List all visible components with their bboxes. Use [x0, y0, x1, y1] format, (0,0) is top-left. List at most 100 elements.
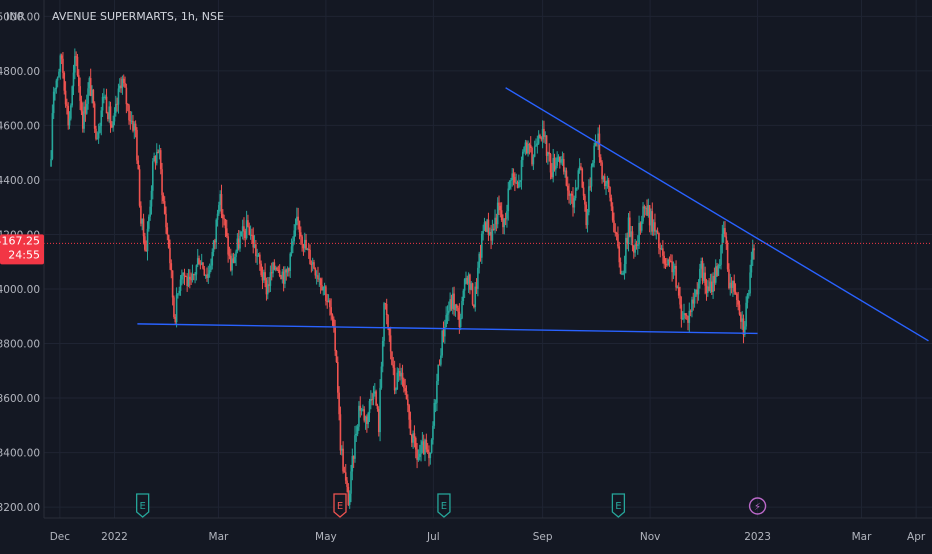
candle-body: [232, 258, 235, 263]
candle-body: [327, 300, 330, 302]
candle-body: [318, 278, 321, 280]
candle-body: [114, 103, 117, 114]
events[interactable]: E E E E ⚡: [136, 493, 767, 518]
candle-body: [118, 85, 121, 89]
y-tick-label: 5000.00: [0, 11, 40, 23]
candle-body: [413, 433, 416, 438]
flash-marker[interactable]: ⚡: [748, 497, 767, 515]
candle-body: [664, 263, 667, 265]
candle-body: [535, 144, 537, 147]
earnings-up-marker[interactable]: E: [136, 493, 150, 518]
candle-body: [266, 284, 269, 295]
candle-body: [104, 96, 107, 98]
candle-body: [458, 311, 461, 328]
candle-body: [454, 304, 457, 310]
candle-body: [728, 269, 730, 289]
candle-body: [55, 80, 58, 89]
candle-body: [190, 279, 192, 281]
candle-body: [272, 262, 274, 274]
candle-body: [186, 276, 188, 287]
candle-body: [212, 240, 215, 252]
candle-body: [395, 389, 397, 391]
candle-body: [524, 142, 527, 148]
candle-body: [642, 206, 644, 222]
candle-body: [438, 364, 441, 366]
candle-body: [194, 274, 196, 276]
candle-body: [276, 267, 278, 270]
candle-body: [418, 453, 421, 457]
candle-body: [408, 405, 410, 420]
candle-body: [294, 224, 297, 231]
candle-body: [301, 236, 303, 245]
earnings-up-marker[interactable]: E: [437, 493, 451, 518]
earnings-icon: E: [337, 501, 343, 512]
candle-body: [683, 313, 685, 319]
candle-body: [142, 218, 145, 237]
candle-body: [198, 258, 200, 265]
candle-body: [329, 300, 331, 308]
x-tick-label: Apr: [907, 531, 926, 543]
candle-body: [521, 151, 524, 161]
candle-body: [229, 255, 232, 271]
support-trendline[interactable]: [137, 323, 758, 335]
candle-body: [729, 282, 732, 289]
earnings-up-marker[interactable]: E: [611, 493, 626, 518]
resistance-trendline[interactable]: [505, 87, 929, 342]
candle-body: [368, 401, 371, 414]
candle-body: [384, 303, 387, 305]
candles: [50, 48, 755, 509]
candle-body: [280, 275, 282, 280]
candle-body: [647, 205, 650, 216]
candle-body: [134, 123, 137, 130]
candle-body: [260, 263, 262, 275]
candle-body: [269, 272, 272, 286]
candle-body: [113, 113, 116, 122]
candle-body: [447, 310, 450, 314]
candle-body: [753, 248, 755, 251]
candle-body: [669, 261, 672, 263]
trendlines[interactable]: [44, 87, 932, 342]
candle-body: [313, 262, 315, 269]
candle-body: [403, 379, 405, 389]
candle-body: [548, 152, 551, 155]
candle-body: [478, 253, 480, 268]
candle-body: [574, 187, 577, 199]
candle-body: [93, 103, 96, 129]
candle-body: [330, 307, 332, 315]
candle-body: [84, 106, 87, 114]
candle-body: [422, 441, 425, 455]
candle-body: [557, 156, 560, 158]
candle-body: [72, 72, 75, 87]
y-tick-label: 4600.00: [0, 120, 40, 132]
candle-body: [552, 158, 554, 178]
candle-body: [183, 272, 186, 277]
candle-body: [525, 142, 528, 154]
candle-body: [506, 211, 508, 219]
candle-body: [162, 195, 165, 202]
candle-body: [424, 439, 426, 455]
candle-body: [582, 187, 585, 196]
earnings-down-marker[interactable]: E: [333, 493, 347, 518]
candle-body: [144, 236, 146, 250]
candle-body: [494, 217, 496, 230]
candle-body: [541, 128, 544, 140]
candle-body: [527, 144, 529, 154]
candle-body: [187, 276, 190, 287]
candle-body: [471, 283, 474, 305]
candle-body: [585, 204, 588, 226]
candle-body: [132, 120, 134, 131]
x-tick-label: Nov: [640, 531, 661, 543]
candle-body: [111, 124, 113, 128]
candle-body: [284, 269, 286, 284]
candle-body: [662, 248, 664, 256]
candle-body: [171, 270, 174, 298]
candle-body: [491, 228, 494, 241]
candle-body: [237, 238, 240, 249]
candle-body: [355, 433, 358, 436]
candle-body: [310, 263, 313, 265]
candle-body: [644, 207, 647, 209]
candle-body: [685, 315, 688, 317]
candle-body: [590, 166, 593, 187]
